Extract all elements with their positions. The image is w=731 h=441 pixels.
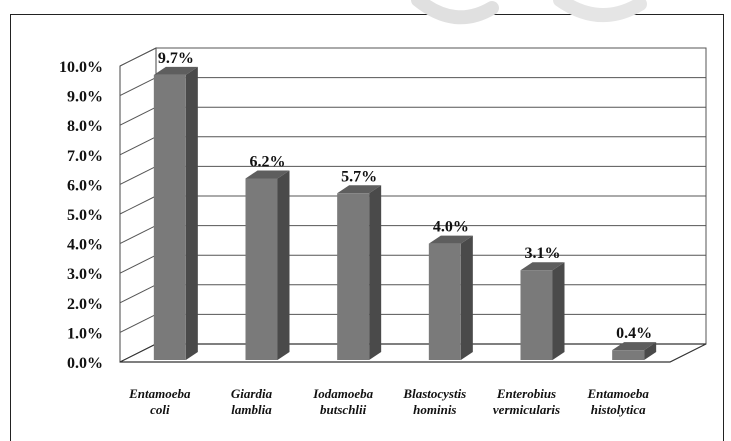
bar-top: [153, 66, 198, 75]
x-category-line: hominis: [413, 402, 456, 417]
bar-top: [612, 342, 657, 351]
bar-front: [612, 350, 645, 360]
bar-side: [185, 66, 198, 360]
bar: [245, 170, 290, 360]
y-tick-label: 9.0%: [67, 89, 103, 106]
bar-front: [245, 178, 278, 360]
bar-front: [428, 243, 461, 360]
data-label: 5.7%: [341, 168, 377, 185]
x-category-label: Giardia lamblia: [231, 386, 273, 417]
gridline-diagonal: [119, 313, 157, 333]
data-labels: 9.7% 6.2% 5.7% 4.0% 3.1% 0.4%: [158, 50, 652, 342]
x-category-line: Iodamoeba: [312, 386, 373, 401]
bar-top: [428, 235, 473, 244]
data-label: 6.2%: [250, 153, 286, 170]
x-category-line: Entamoeba: [128, 386, 191, 401]
y-tick-label: 10.0%: [59, 59, 103, 76]
x-category-label: Blastocystis hominis: [402, 386, 466, 417]
x-category-line: Entamoeba: [586, 386, 649, 401]
x-category-label: Enterobius vermicularis: [493, 386, 560, 417]
gridline-diagonal: [119, 47, 157, 67]
data-label: 4.0%: [433, 219, 469, 236]
x-category-line: vermicularis: [493, 402, 560, 417]
x-category-line: Giardia: [231, 386, 273, 401]
x-category-line: Blastocystis: [402, 386, 466, 401]
bar-front: [337, 193, 370, 360]
gridline-diagonal: [119, 136, 157, 156]
bar-side: [277, 170, 290, 360]
x-category-line: coli: [150, 402, 170, 417]
bar-side: [369, 185, 382, 360]
y-tick-label: 2.0%: [67, 296, 103, 313]
x-category-label: Entamoeba histolytica: [586, 386, 649, 417]
bar-top: [520, 262, 565, 271]
bars: [153, 66, 657, 360]
bar-front: [520, 270, 553, 360]
bar-top: [245, 170, 290, 179]
y-tick-label: 4.0%: [67, 237, 103, 254]
y-tick-label: 0.0%: [67, 355, 103, 372]
data-label: 9.7%: [158, 50, 194, 67]
bar: [520, 262, 565, 360]
gridline-diagonal: [119, 106, 157, 126]
x-category-line: Enterobius: [496, 386, 556, 401]
bar-side: [460, 235, 473, 360]
x-category-line: histolytica: [591, 402, 646, 417]
y-tick-label: 6.0%: [67, 177, 103, 194]
x-category-label: Entamoeba coli: [128, 386, 191, 417]
bar-side: [644, 342, 657, 360]
gridline-diagonal: [119, 284, 157, 304]
gridline-diagonal: [119, 195, 157, 215]
bar: [428, 235, 473, 360]
gridline-diagonal: [119, 254, 157, 274]
data-label: 3.1%: [525, 245, 561, 262]
data-label: 0.4%: [616, 325, 652, 342]
gridline-diagonal: [119, 165, 157, 185]
x-category-label: Iodamoeba butschlii: [312, 386, 373, 417]
y-axis-ticks: 0.0% 1.0% 2.0% 3.0% 4.0% 5.0% 6.0% 7.0% 8.0% 9.0%…: [59, 59, 103, 372]
bar-front: [153, 74, 186, 360]
bar-side: [552, 262, 565, 360]
bar: [153, 66, 198, 360]
gridline-diagonal: [119, 225, 157, 245]
bar: [612, 342, 657, 360]
x-category-line: butschlii: [320, 402, 367, 417]
bar: [337, 185, 382, 360]
gridline-diagonal: [119, 77, 157, 97]
y-tick-label: 3.0%: [67, 266, 103, 283]
y-tick-label: 1.0%: [67, 325, 103, 342]
y-tick-label: 8.0%: [67, 118, 103, 135]
y-tick-label: 5.0%: [67, 207, 103, 224]
y-tick-label: 7.0%: [67, 148, 103, 165]
bar-top: [337, 185, 382, 194]
x-category-line: lamblia: [231, 402, 272, 417]
